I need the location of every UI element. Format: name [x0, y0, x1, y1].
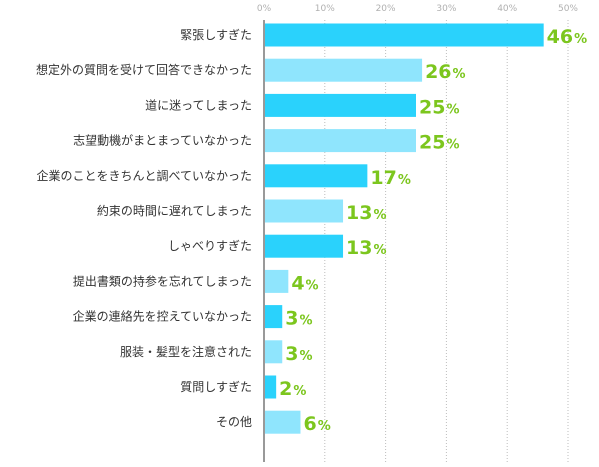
- value-label: 13%: [346, 237, 386, 259]
- bar: [264, 340, 283, 364]
- value-label: 6%: [303, 413, 330, 435]
- bar: [264, 234, 344, 258]
- value-label: 25%: [419, 132, 459, 154]
- category-label: 企業の連絡先を控えていなかった: [73, 309, 252, 324]
- value-label: 17%: [370, 167, 410, 189]
- value-label: 2%: [279, 378, 306, 400]
- category-label: 約束の時間に遅れてしまった: [97, 203, 252, 218]
- x-tick-label: 50%: [558, 4, 578, 14]
- category-label: 想定外の質問を受けて回答できなかった: [36, 62, 252, 77]
- bar: [264, 199, 344, 223]
- category-label: 質問しすぎた: [180, 379, 252, 394]
- category-labels: 緊張しすぎた想定外の質問を受けて回答できなかった道に迷ってしまった志望動機がまと…: [36, 28, 252, 429]
- x-tick-label: 0%: [257, 4, 272, 14]
- category-label: しゃべりすぎた: [168, 239, 252, 253]
- bar: [264, 93, 416, 117]
- bar: [264, 164, 368, 188]
- x-tick-label: 20%: [376, 4, 396, 14]
- bar: [264, 269, 289, 293]
- category-label: 企業のことをきちんと調べていなかった: [36, 168, 252, 183]
- bar: [264, 305, 283, 329]
- value-label: 46%: [547, 26, 587, 48]
- bars: [264, 23, 544, 434]
- bar: [264, 129, 416, 153]
- category-label: 道に迷ってしまった: [145, 98, 252, 112]
- category-label: 提出書類の持参を忘れてしまった: [73, 273, 252, 288]
- bar: [264, 58, 423, 82]
- value-label: 3%: [285, 308, 312, 330]
- x-tick-label: 10%: [315, 4, 335, 14]
- bar: [264, 410, 301, 434]
- category-label: その他: [216, 415, 252, 429]
- bar: [264, 23, 544, 47]
- x-tick-label: 30%: [436, 4, 456, 14]
- value-label: 13%: [346, 202, 386, 224]
- category-label: 緊張しすぎた: [180, 28, 252, 42]
- value-label: 4%: [291, 272, 318, 294]
- value-label: 26%: [425, 61, 465, 83]
- value-label: 3%: [285, 343, 312, 365]
- x-tick-label: 40%: [497, 4, 517, 14]
- category-label: 志望動機がまとまっていなかった: [73, 133, 252, 148]
- value-labels: 46% 26% 25% 25% 17% 13% 13% 4% 3% 3% 2% 6%: [279, 26, 587, 435]
- category-label: 服装・髪型を注意された: [120, 344, 252, 359]
- bar: [264, 375, 277, 399]
- value-label: 25%: [419, 96, 459, 118]
- x-axis-ticks: 0% 10% 20% 30% 40% 50%: [257, 4, 579, 14]
